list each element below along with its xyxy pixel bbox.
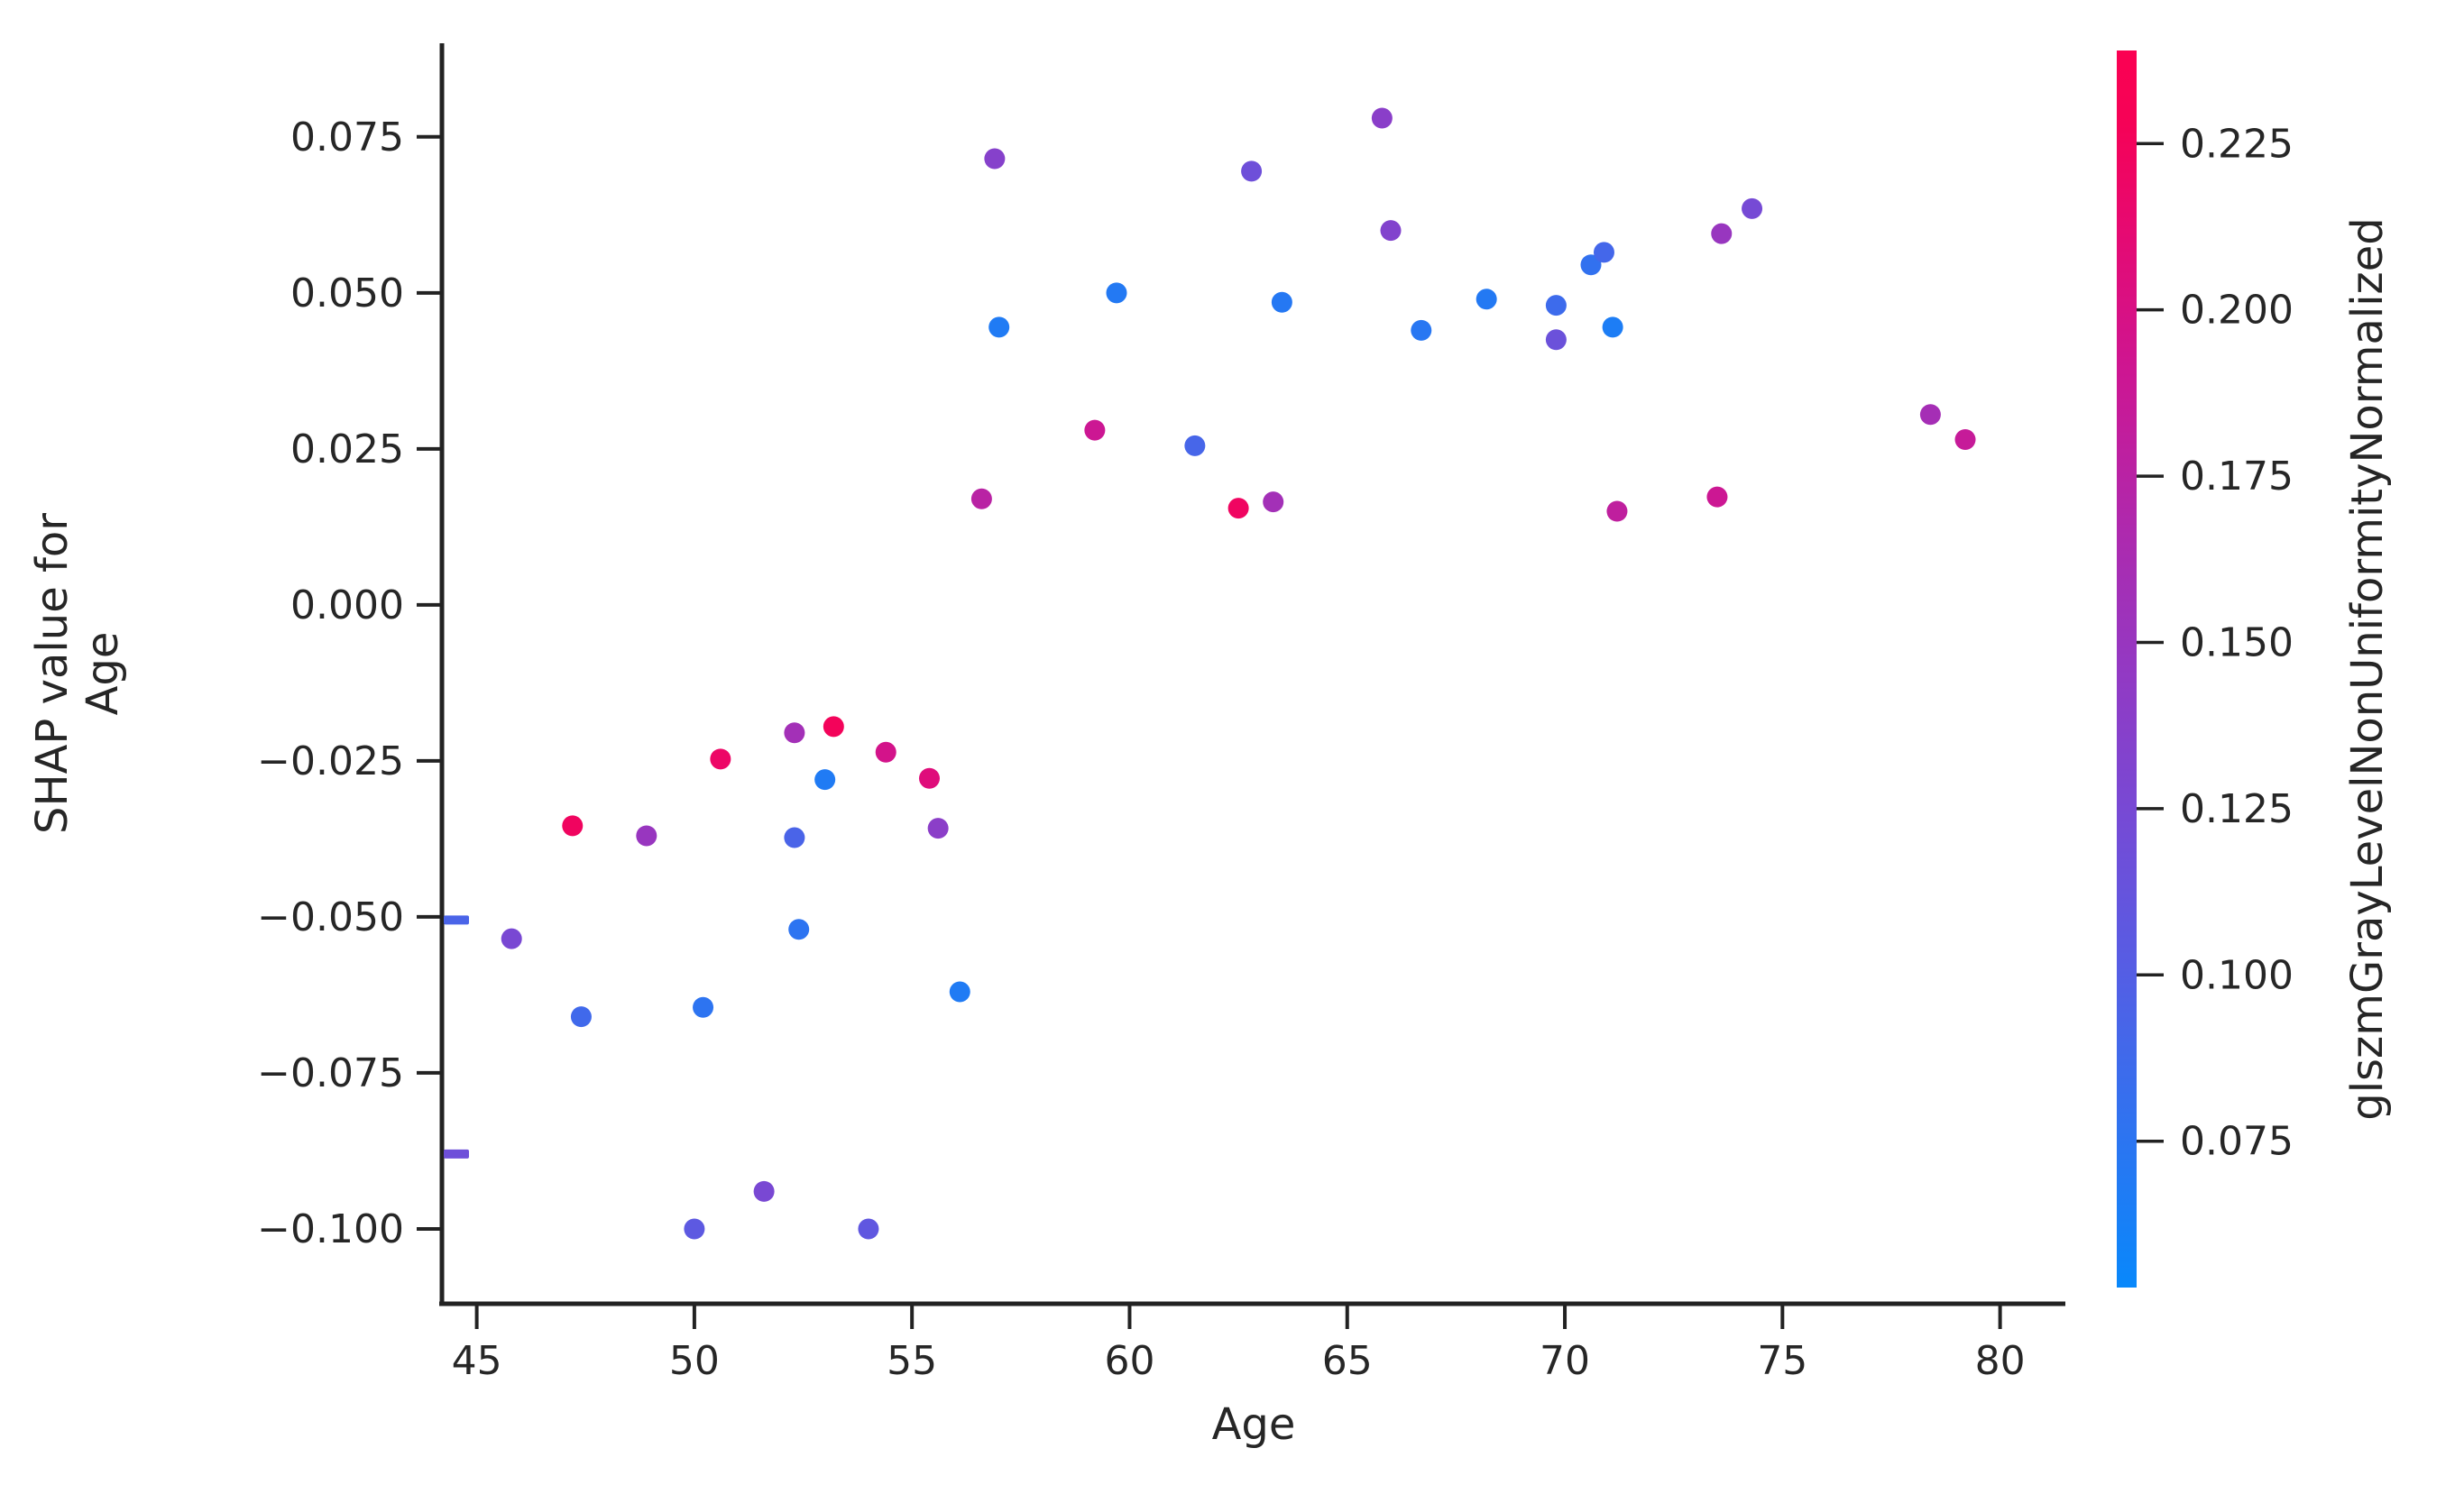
tick-label: 0.075 <box>290 115 404 160</box>
data-point <box>1742 197 1763 219</box>
tick-label: 50 <box>669 1338 720 1384</box>
colorbar: 0.225 0.200 0.175 0.150 0.125 0.100 0.075 <box>2117 50 2294 1288</box>
data-point <box>927 818 949 839</box>
tick-label: 65 <box>1322 1338 1373 1384</box>
tick-label: −0.075 <box>257 1050 404 1096</box>
clipped-data-point <box>444 1149 469 1159</box>
data-point <box>984 148 1006 170</box>
tick-label: 0.200 <box>2180 288 2294 334</box>
colorbar-gradient <box>2117 50 2137 1288</box>
data-point <box>1184 435 1206 456</box>
x-axis-label: Age <box>1211 1399 1296 1450</box>
tick-label: 60 <box>1104 1338 1154 1384</box>
data-point <box>823 716 844 738</box>
data-point <box>784 827 805 848</box>
data-point <box>501 928 522 949</box>
data-point <box>788 919 810 940</box>
data-point <box>814 769 836 791</box>
data-point <box>1580 254 1602 276</box>
data-point <box>1227 498 1249 519</box>
tick-label: 80 <box>1975 1338 2026 1384</box>
data-point <box>1380 220 1402 242</box>
tick-label: 75 <box>1757 1338 1807 1384</box>
data-point <box>1371 107 1393 129</box>
data-point <box>949 981 970 1003</box>
data-point <box>753 1180 775 1202</box>
tick-label: 0.225 <box>2180 121 2294 167</box>
tick-label: 70 <box>1540 1338 1590 1384</box>
tick-label: 0.025 <box>290 426 404 472</box>
tick-label: −0.025 <box>257 738 404 784</box>
data-point <box>562 815 584 837</box>
data-point <box>858 1218 879 1240</box>
tick-label: 0.150 <box>2180 619 2294 665</box>
data-point <box>1919 404 1941 426</box>
data-point <box>1711 223 1733 244</box>
data-point <box>1084 419 1106 441</box>
data-point <box>1263 491 1284 513</box>
data-point <box>1106 282 1127 304</box>
axes: 45 50 55 60 65 70 75 80 0.075 0.050 0.025 0.000 −0.0… <box>257 43 2065 1384</box>
tick-label: 0.175 <box>2180 454 2294 500</box>
data-point <box>1706 486 1728 508</box>
data-point <box>710 748 731 770</box>
data-point <box>1602 316 1623 338</box>
tick-label: 0.050 <box>290 270 404 316</box>
y-axis-label: SHAP value for Age <box>27 513 128 834</box>
data-point <box>988 316 1010 338</box>
data-point <box>1241 160 1263 182</box>
data-point <box>636 825 657 847</box>
data-point <box>918 767 940 789</box>
tick-label: 0.125 <box>2180 786 2294 832</box>
tick-label: 55 <box>887 1338 937 1384</box>
data-point <box>970 488 992 509</box>
tick-label: 0.100 <box>2180 952 2294 998</box>
clipped-data-point <box>444 915 469 925</box>
scatter-points <box>444 107 1976 1240</box>
tick-label: −0.100 <box>257 1206 404 1252</box>
data-point <box>1271 291 1292 313</box>
data-point <box>1476 289 1497 310</box>
data-point <box>1606 500 1628 522</box>
tick-label: 0.000 <box>290 582 404 628</box>
data-point <box>875 741 896 763</box>
data-point <box>1545 329 1567 351</box>
data-point <box>1411 319 1432 341</box>
data-point <box>570 1006 592 1028</box>
data-point <box>1954 428 1976 450</box>
data-point <box>1545 295 1567 316</box>
data-point <box>784 722 805 744</box>
data-point <box>693 996 714 1018</box>
colorbar-label: glszmGrayLevelNonUniformityNormalized <box>2342 217 2393 1121</box>
tick-label: −0.050 <box>257 894 404 940</box>
data-point <box>1593 242 1614 263</box>
data-point <box>684 1218 705 1240</box>
tick-label: 0.075 <box>2180 1119 2294 1165</box>
tick-label: 45 <box>452 1338 502 1384</box>
